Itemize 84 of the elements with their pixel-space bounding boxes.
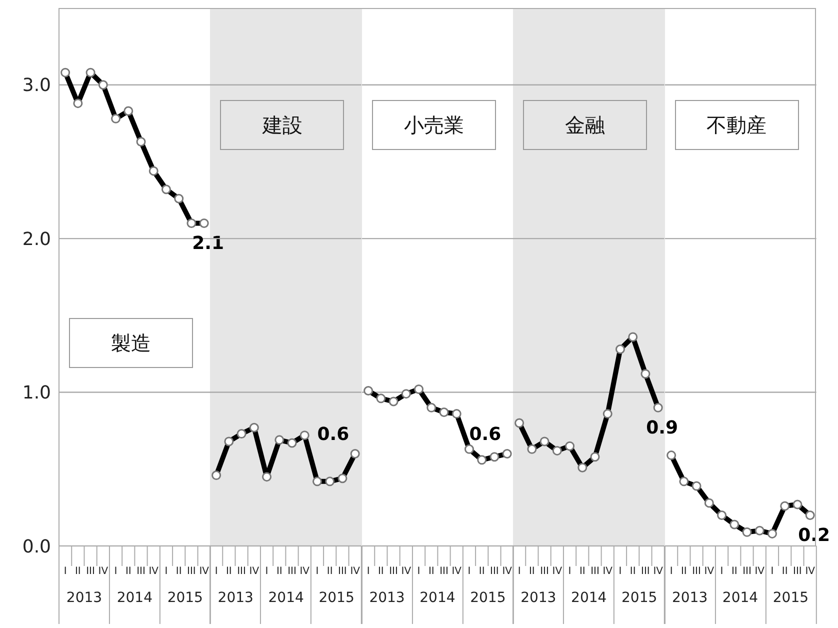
x-tick-label: III: [187, 566, 196, 577]
x-tick-label: III: [388, 566, 398, 577]
y-tick-label: 0.0: [22, 536, 51, 558]
data-label: 0.9: [646, 418, 678, 439]
x-tick-label: III: [641, 566, 650, 577]
x-tick-label: IV: [199, 566, 210, 577]
x-tick-label: I: [669, 566, 672, 577]
x-tick-label: III: [692, 566, 701, 577]
x-tick-label: II: [680, 566, 686, 577]
text: 2013: [216, 590, 254, 606]
x-tick-label: II: [731, 566, 737, 577]
x-tick-label: I: [468, 566, 470, 577]
text: 2015: [772, 590, 810, 606]
x-tick-label: IV: [754, 566, 764, 577]
y-tick-label: 2.0: [22, 228, 51, 250]
x-tick-label: I: [164, 566, 168, 577]
x-tick-label: III: [136, 566, 146, 577]
x-tick-label: IV: [502, 566, 512, 577]
x-tick-label: III: [540, 566, 550, 577]
text: 2015: [318, 590, 356, 606]
x-tick-label: IV: [602, 566, 613, 577]
y-tick-label: 1.0: [22, 382, 51, 404]
x-tick-label: I: [114, 566, 118, 577]
x-tick-label: III: [490, 566, 499, 577]
x-tick-label: II: [428, 566, 434, 577]
x-tick-label: II: [781, 566, 788, 577]
text: 2015: [166, 590, 204, 606]
data-label: 0.6: [469, 424, 501, 445]
x-tick-label: I: [215, 566, 218, 577]
text: 2014: [418, 590, 456, 606]
x-tick-label: II: [74, 566, 81, 577]
x-tick-label: I: [720, 566, 723, 577]
x-tick-label: IV: [300, 566, 310, 577]
x-tick-label: III: [338, 566, 348, 577]
x-tick-label: III: [86, 566, 95, 577]
x-tick-label: II: [226, 566, 232, 577]
x-tick-label: II: [276, 566, 283, 577]
text: 2014: [267, 590, 305, 606]
x-tick-label: IV: [401, 566, 411, 577]
text: 2013: [65, 590, 104, 606]
x-tick-label: II: [327, 566, 334, 577]
x-tick-label: III: [439, 566, 448, 577]
y-tick-label: 3.0: [22, 75, 51, 96]
x-tick-label: III: [288, 566, 297, 577]
x-tick-label: II: [478, 566, 485, 577]
x-tick-label: I: [266, 566, 269, 577]
x-tick-label: I: [64, 566, 67, 577]
x-tick-label: II: [529, 566, 536, 577]
text: 2014: [721, 590, 760, 606]
x-tick-label: IV: [350, 566, 361, 577]
text: 2013: [368, 590, 406, 606]
text: 2015: [620, 590, 658, 606]
x-tick-label: III: [792, 566, 802, 577]
x-tick-label: IV: [653, 566, 664, 577]
x-tick-label: IV: [704, 566, 714, 577]
x-tick-label: II: [176, 566, 182, 577]
x-tick-label: III: [238, 566, 246, 577]
x-tick-label: I: [366, 566, 370, 577]
text: 2013: [670, 590, 709, 606]
x-tick-label: III: [742, 566, 751, 577]
x-tick-label: IV: [804, 566, 815, 577]
text: 2015: [469, 590, 507, 606]
text: 2014: [116, 590, 154, 606]
x-tick-label: I: [518, 566, 521, 577]
x-tick-label: IV: [250, 566, 260, 577]
x-tick-label: II: [630, 566, 636, 577]
text: 2014: [570, 590, 608, 606]
text: 2013: [520, 590, 558, 606]
x-tick-label: IV: [98, 566, 108, 577]
x-tick-label: I: [770, 566, 774, 577]
x-tick-label: II: [580, 566, 586, 577]
data-label: 2.1: [192, 233, 224, 254]
x-tick-label: IV: [148, 566, 159, 577]
x-tick-label: I: [316, 566, 320, 577]
x-tick-label: II: [125, 566, 132, 577]
data-label: 0.2: [798, 525, 830, 546]
x-tick-label: I: [568, 566, 572, 577]
x-tick-label: IV: [552, 566, 562, 577]
x-tick-label: I: [618, 566, 622, 577]
x-tick-label: III: [590, 566, 600, 577]
x-tick-label: I: [417, 566, 420, 577]
x-tick-label: II: [378, 566, 384, 577]
data-label: 0.6: [318, 424, 350, 445]
x-tick-label: IV: [452, 566, 462, 577]
